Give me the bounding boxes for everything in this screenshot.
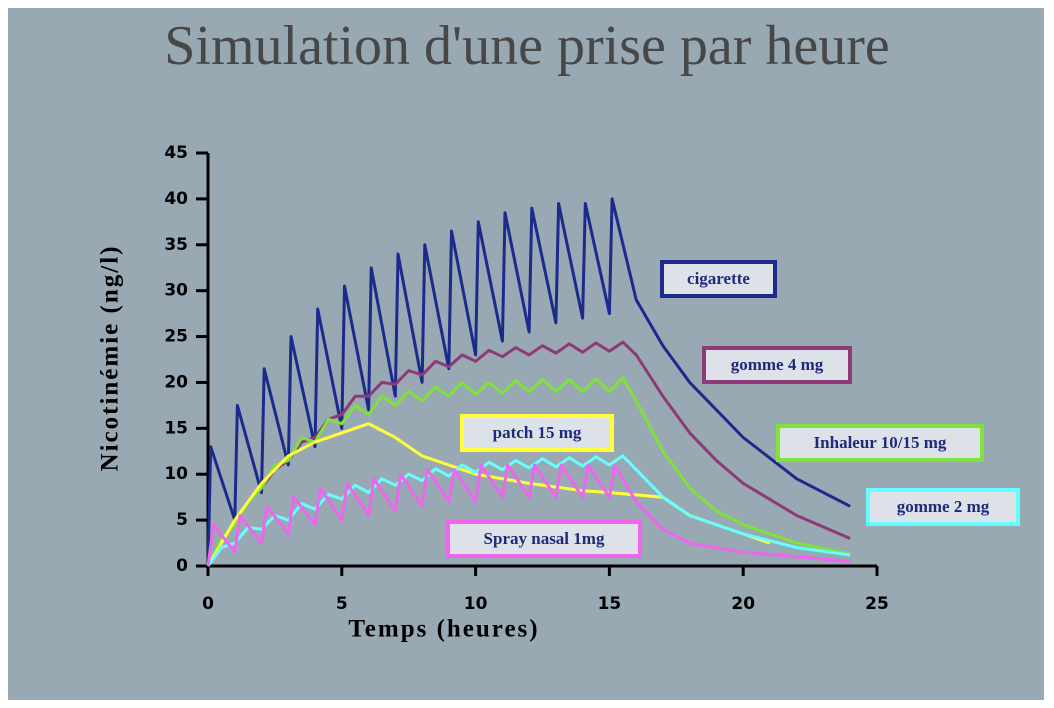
series-label: Spray nasal 1mg	[446, 520, 642, 558]
series-line	[206, 422, 771, 567]
y-tick-label: 25	[164, 327, 188, 347]
y-tick-label: 20	[164, 372, 188, 392]
legend-label: cigarette	[687, 269, 750, 288]
x-tick-label: 15	[598, 594, 622, 614]
label-box	[866, 488, 1020, 526]
label-box	[776, 424, 984, 462]
x-axis-label: Temps (heures)	[348, 616, 539, 643]
y-tick-label: 15	[164, 418, 188, 438]
label-box	[702, 346, 852, 384]
series-label: gomme 2 mg	[866, 488, 1020, 526]
series-label: patch 15 mg	[460, 414, 614, 452]
y-tick-label: 45	[164, 143, 188, 163]
label-box	[446, 520, 642, 558]
x-tick-label: 20	[731, 594, 755, 614]
legend-label: gomme 4 mg	[731, 355, 824, 374]
x-tick-label: 25	[865, 594, 889, 614]
y-tick-label: 10	[164, 464, 188, 484]
x-tick-label: 10	[464, 594, 488, 614]
legend-label: Inhaleur 10/15 mg	[814, 433, 947, 452]
label-box	[460, 414, 614, 452]
y-axis-label: Nicotinémie (ng/l)	[97, 245, 124, 472]
y-tick-label: 5	[176, 510, 188, 530]
chart-title: Simulation d'une prise par heure	[164, 15, 890, 77]
label-box	[660, 260, 777, 298]
legend-label: gomme 2 mg	[897, 497, 990, 516]
series-label: gomme 4 mg	[702, 346, 852, 384]
x-tick-label: 5	[336, 594, 348, 614]
series-label: cigarette	[660, 260, 777, 298]
y-tick-label: 40	[164, 189, 188, 209]
series-line	[206, 197, 851, 567]
series-line	[206, 463, 851, 567]
y-tick-label: 35	[164, 235, 188, 255]
y-tick-label: 30	[164, 281, 188, 301]
legend-label: patch 15 mg	[493, 423, 582, 442]
y-tick-label: 0	[176, 556, 188, 576]
x-tick-label: 0	[202, 594, 214, 614]
series-label: Inhaleur 10/15 mg	[776, 424, 984, 462]
legend-label: Spray nasal 1mg	[484, 529, 605, 548]
